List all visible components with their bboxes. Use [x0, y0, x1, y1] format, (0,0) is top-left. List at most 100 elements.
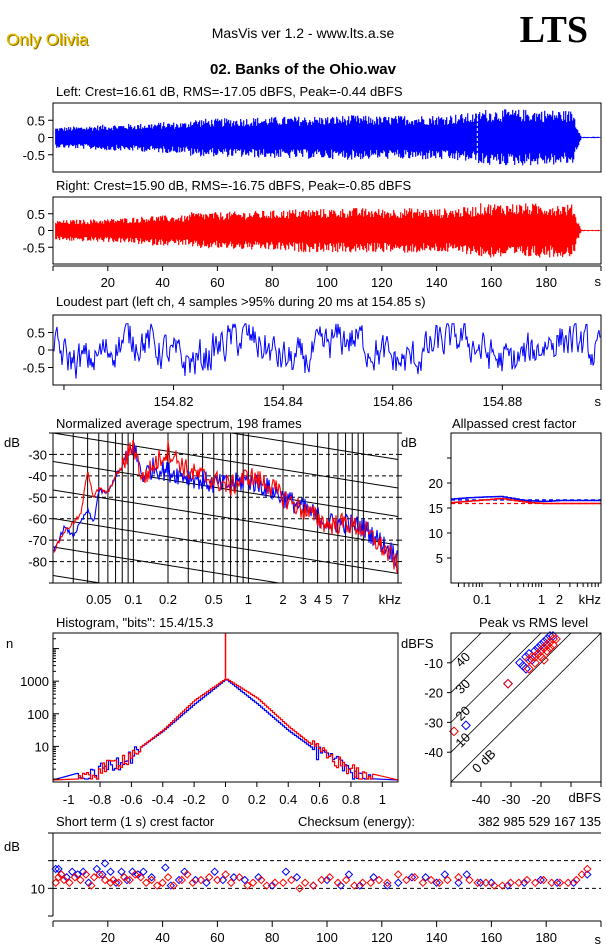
left-crest-point: [62, 873, 71, 882]
x-tick-label: 140: [426, 930, 448, 945]
crest-ylabel: dB: [4, 839, 20, 854]
right-allpass-line: [451, 497, 601, 505]
left-waveform-title: Left: Crest=16.61 dB, RMS=-17.05 dBFS, P…: [56, 84, 403, 99]
right-crest-point: [196, 875, 206, 885]
left-crest-point: [218, 875, 228, 885]
loudest-xunit: s: [595, 394, 602, 409]
left-crest-point: [161, 863, 170, 872]
right-peak-rms-point: [545, 636, 555, 647]
left-crest-point: [383, 881, 392, 890]
peak-rms-xlabel: dBFS: [568, 790, 601, 805]
crest-line-20: [451, 633, 542, 723]
x-tick-label: 0.2: [159, 592, 177, 607]
x-tick-label: 0.8: [342, 792, 360, 807]
right-waveform-trace: [55, 203, 601, 258]
right-crest-point: [295, 884, 304, 893]
right-crest-point: [465, 875, 474, 885]
left-peak-rms-point: [521, 663, 531, 674]
right-crest-point: [300, 878, 310, 888]
right-crest-point: [498, 881, 507, 890]
y-tick-label: 10: [31, 881, 45, 896]
left-crest-point: [73, 870, 82, 879]
right-peak-rms-point: [542, 639, 552, 650]
x-tick-label: 0.1: [124, 592, 142, 607]
right-crest-point: [317, 875, 326, 885]
right-crest-point: [577, 870, 587, 879]
left-crest-point: [202, 878, 211, 888]
slope-line: [53, 546, 282, 583]
right-peak-rms-point: [524, 663, 534, 674]
right-crest-point: [163, 873, 173, 882]
left-crest-point: [78, 867, 88, 876]
allpass-title: Allpassed crest factor: [452, 416, 577, 431]
x-tick-label: 60: [210, 275, 224, 290]
left-peak-rms-point: [527, 654, 537, 665]
right-crest-point: [109, 875, 118, 885]
y-tick-label: -60: [28, 512, 47, 527]
x-tick-label: -0.2: [183, 792, 205, 807]
right-crest-point: [358, 878, 367, 888]
x-tick-label: 0.6: [311, 792, 329, 807]
right-peak-rms-point: [536, 645, 546, 656]
right-crest-point: [341, 875, 351, 885]
left-crest-point: [503, 881, 513, 890]
file-title: 02. Banks of the Ohio.wav: [210, 61, 396, 78]
right-crest-point: [309, 881, 318, 890]
x-tick-label: 40: [155, 930, 169, 945]
artist-name: Only Olivia: [6, 30, 89, 49]
left-peak-rms-point: [461, 720, 471, 731]
left-crest-point: [462, 870, 471, 879]
right-crest-point: [221, 870, 230, 879]
loudest-part-trace: [53, 323, 601, 379]
right-crest-point: [51, 878, 60, 888]
left-crest-point: [84, 878, 93, 888]
allpass-xunit: kHz: [579, 592, 601, 607]
right-crest-point: [426, 875, 436, 885]
right-crest-point: [65, 878, 74, 888]
left-crest-point: [369, 873, 378, 882]
right-crest-point: [572, 875, 581, 885]
y-tick-label: -20: [424, 686, 443, 701]
checksum-label: Checksum (energy):: [298, 814, 415, 829]
y-tick-label: -70: [28, 533, 47, 548]
right-crest-point: [325, 873, 334, 882]
left-crest-point: [254, 873, 263, 882]
right-crest-point: [76, 875, 85, 885]
right-crest-point: [333, 878, 343, 888]
crest-line-30: [451, 633, 512, 693]
right-crest-point: [89, 873, 99, 882]
x-tick-label: 4: [314, 592, 321, 607]
left-crest-point: [210, 867, 219, 876]
y-tick-label: -0.5: [23, 240, 45, 255]
right-crest-point: [530, 878, 540, 888]
crest-plot: 10 20 40 60 80 100 120 140 160 180: [31, 832, 602, 945]
left-crest-point: [583, 870, 592, 879]
right-crest-point: [555, 878, 565, 888]
left-histogram-line: [52, 679, 399, 781]
x-tick-label: 0.2: [248, 792, 266, 807]
x-tick-label: 0.5: [205, 592, 223, 607]
crest-line-label: 0 dB: [469, 746, 499, 776]
left-peak-rms-point: [524, 648, 534, 659]
x-tick-label: 2: [279, 592, 286, 607]
y-tick-label: 10: [429, 526, 443, 541]
left-crest-point: [229, 873, 239, 882]
right-peak-rms-point: [536, 651, 546, 662]
x-tick-label: 0.4: [279, 792, 297, 807]
plot-frame: [52, 432, 399, 584]
right-peak-rms-point: [503, 678, 513, 689]
right-crest-point: [489, 881, 499, 890]
right-peak-rms-point: [527, 651, 537, 662]
x-tick-label: 0: [222, 792, 229, 807]
crest-line-label: 20: [452, 703, 473, 724]
right-crest-point: [418, 878, 428, 888]
x-tick-label: 154.84: [263, 394, 303, 409]
spectrum-plot: -30 -40 -50 -60 -70 -80 0.05 0.1 0.2 0.5 1 2 3 4 5 7: [28, 432, 402, 607]
y-tick-label: 0.5: [27, 207, 45, 222]
loudest-part-title: Loudest part (left ch, 4 samples >95% du…: [56, 294, 426, 309]
y-tick-label: -0.5: [23, 148, 45, 163]
left-crest-point: [100, 859, 110, 868]
x-tick-label: 180: [535, 930, 557, 945]
crest-xunit: s: [595, 932, 602, 946]
right-crest-point: [183, 870, 192, 879]
